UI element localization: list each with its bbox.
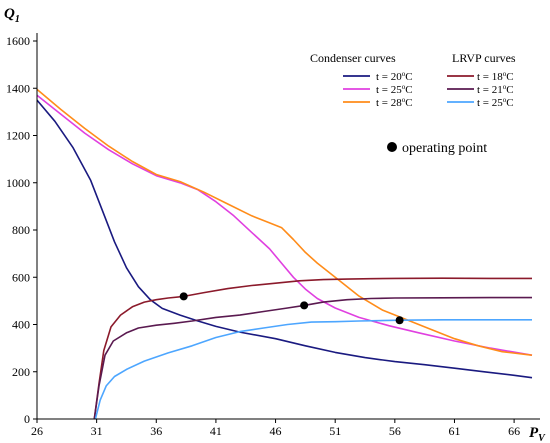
operating-point-label: operating point <box>402 141 487 156</box>
x-axis-label: PV <box>529 425 546 443</box>
x-tick-label: 26 <box>31 424 43 438</box>
x-tick-label: 31 <box>91 424 103 438</box>
x-tick-label: 66 <box>508 424 520 438</box>
operating-point-annotation: operating point <box>387 141 487 156</box>
series-line <box>93 296 532 420</box>
x-tick-label: 61 <box>448 424 460 438</box>
x-tick-label: 56 <box>389 424 401 438</box>
series-line <box>36 99 533 379</box>
y-tick-label: 0 <box>24 412 30 426</box>
tick-labels: 26 31 36 41 46 51 56 61 66 0 200 400 600 800 1000 1200 1… <box>6 34 520 438</box>
operating-point <box>300 301 309 310</box>
axes <box>33 33 540 423</box>
series-line <box>93 277 532 420</box>
operating-point <box>179 292 188 301</box>
x-tick-label: 36 <box>150 424 162 438</box>
legend-label: t = 25oC <box>477 96 514 109</box>
y-tick-label: 400 <box>12 318 30 332</box>
legend-label: t = 20oC <box>376 70 413 83</box>
operating-points <box>179 292 404 325</box>
y-tick-label: 1000 <box>6 176 30 190</box>
y-tick-label: 800 <box>12 223 30 237</box>
legend-label: t = 28oC <box>376 96 413 109</box>
operating-point <box>395 316 404 325</box>
legend-label: t = 18oC <box>477 70 514 83</box>
y-tick-label: 1400 <box>6 81 30 95</box>
x-tick-label: 41 <box>210 424 222 438</box>
x-tick-label: 51 <box>329 424 341 438</box>
y-tick-label: 600 <box>12 270 30 284</box>
plot-lines <box>36 88 533 420</box>
legend-title: Condenser curves <box>310 51 396 65</box>
series-line <box>36 94 533 356</box>
y-axis-label: Q1 <box>4 6 20 25</box>
legend-label: t = 25oC <box>376 83 413 96</box>
series-line <box>36 88 533 356</box>
y-tick-label: 1200 <box>6 129 30 143</box>
x-tick-label: 46 <box>270 424 282 438</box>
y-tick-label: 1600 <box>6 34 30 48</box>
legend-title: LRVP curves <box>452 51 516 65</box>
operating-point-marker <box>387 142 397 152</box>
y-tick-label: 200 <box>12 365 30 379</box>
legend-label: t = 21oC <box>477 83 514 96</box>
